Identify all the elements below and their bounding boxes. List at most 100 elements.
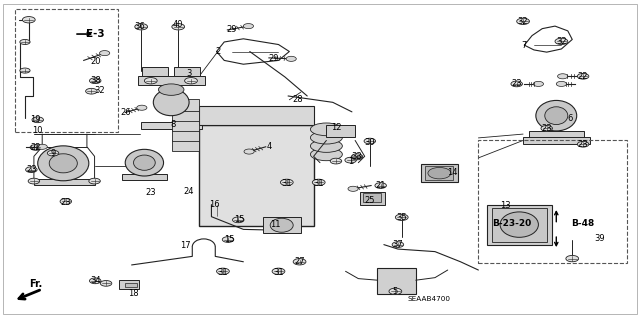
Circle shape [37,144,47,149]
Circle shape [90,78,101,84]
Circle shape [533,81,543,86]
Text: 16: 16 [209,200,220,209]
Text: 9: 9 [51,149,56,158]
Text: 32: 32 [556,37,566,46]
Circle shape [145,78,157,84]
Circle shape [28,178,40,184]
Text: 31: 31 [273,268,284,277]
Circle shape [89,178,100,184]
FancyBboxPatch shape [492,208,547,242]
FancyBboxPatch shape [523,137,590,144]
Text: 20: 20 [90,56,100,65]
Ellipse shape [536,100,577,131]
FancyBboxPatch shape [141,122,202,129]
Ellipse shape [545,107,568,124]
Circle shape [272,268,285,274]
Text: 15: 15 [224,235,235,244]
Bar [15,9,118,131]
Text: 13: 13 [500,201,511,210]
FancyBboxPatch shape [119,280,140,289]
Ellipse shape [134,155,156,170]
Text: 29: 29 [269,54,279,63]
Text: 36: 36 [134,22,145,31]
Circle shape [511,81,522,87]
Text: 39: 39 [595,234,605,243]
Ellipse shape [500,212,538,237]
Circle shape [26,167,37,173]
Text: 15: 15 [234,215,244,224]
Text: 23: 23 [61,198,71,207]
FancyBboxPatch shape [421,164,458,182]
FancyBboxPatch shape [198,124,314,226]
Circle shape [86,88,97,94]
FancyBboxPatch shape [529,131,584,138]
Circle shape [100,51,109,56]
Circle shape [516,18,529,25]
Circle shape [280,179,293,186]
FancyBboxPatch shape [172,100,198,111]
FancyBboxPatch shape [125,283,137,286]
Text: 17: 17 [180,241,191,250]
Circle shape [135,24,148,30]
Text: 35: 35 [396,213,407,222]
Text: B-48: B-48 [572,219,595,228]
Circle shape [232,217,244,223]
Circle shape [22,17,35,23]
Circle shape [392,242,404,248]
Circle shape [375,183,387,189]
FancyBboxPatch shape [34,179,95,185]
Ellipse shape [159,84,184,95]
Text: 19: 19 [31,115,41,124]
Circle shape [20,68,30,73]
Circle shape [100,280,112,286]
Circle shape [216,268,229,274]
Text: 29: 29 [227,26,237,34]
Text: 40: 40 [173,20,184,29]
Text: 31: 31 [314,179,324,188]
Text: 24: 24 [184,187,195,197]
Circle shape [222,237,234,242]
Ellipse shape [310,148,342,161]
Ellipse shape [38,146,89,181]
FancyBboxPatch shape [378,269,416,294]
Circle shape [286,56,296,61]
Text: B-23-20: B-23-20 [492,219,531,228]
FancyBboxPatch shape [143,67,168,76]
Text: 23: 23 [541,124,552,133]
Circle shape [293,259,306,265]
Text: 31: 31 [218,268,228,277]
Ellipse shape [49,154,77,173]
Text: 32: 32 [94,86,105,95]
Circle shape [20,40,30,45]
Text: 18: 18 [128,289,139,298]
FancyBboxPatch shape [172,140,198,151]
FancyBboxPatch shape [122,174,167,180]
Circle shape [351,154,363,160]
FancyBboxPatch shape [198,106,314,124]
FancyBboxPatch shape [174,67,200,76]
Text: 3: 3 [186,69,192,78]
FancyBboxPatch shape [138,76,205,85]
Text: 12: 12 [331,123,341,132]
FancyBboxPatch shape [262,217,301,233]
Text: 38: 38 [90,76,100,85]
FancyBboxPatch shape [326,124,355,137]
Text: 23: 23 [26,165,36,174]
Text: 11: 11 [270,220,280,229]
Text: 2: 2 [215,47,220,56]
Text: 6: 6 [568,114,573,123]
Circle shape [541,125,552,131]
Text: 23: 23 [145,188,156,197]
Circle shape [389,288,402,294]
Text: 33: 33 [351,152,362,161]
Circle shape [557,74,568,79]
Circle shape [364,138,376,144]
Text: 25: 25 [365,196,375,205]
Text: 34: 34 [90,276,100,285]
Text: 10: 10 [33,126,43,135]
Circle shape [90,278,101,284]
Text: 8: 8 [170,120,176,129]
Circle shape [32,117,44,123]
Circle shape [577,141,589,147]
FancyBboxPatch shape [172,110,198,121]
